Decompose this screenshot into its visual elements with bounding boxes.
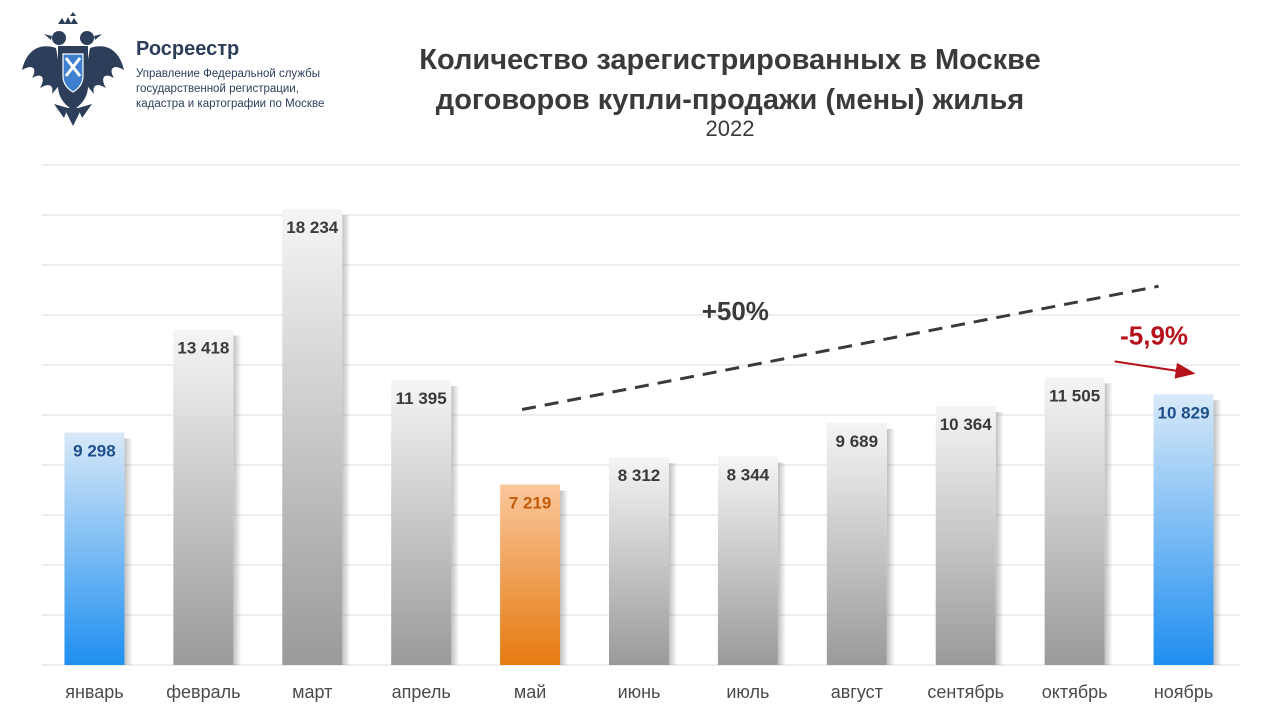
bar-август — [826, 422, 887, 665]
bar-июнь — [609, 457, 669, 665]
bar-shadow — [560, 490, 569, 665]
decline-arrow — [1114, 360, 1196, 379]
trend-dashed-line — [521, 284, 1159, 411]
category-label: май — [514, 682, 546, 702]
bar-сентябрь — [935, 405, 996, 665]
category-label: июль — [726, 682, 769, 702]
decline-label: -5,9% — [1120, 320, 1188, 350]
category-label: сентябрь — [927, 682, 1004, 702]
bar-value-label: 9 689 — [836, 432, 879, 451]
bar-shadow — [995, 411, 1004, 665]
category-label: январь — [65, 682, 123, 702]
eagle-emblem-icon — [22, 12, 124, 126]
chart-title-line: Количество зарегистрированных в Москве — [419, 44, 1041, 76]
brand-subtitle-line: государственной регистрации, — [136, 83, 299, 95]
brand-subtitle-line: кадастра и картографии по Москве — [136, 98, 325, 110]
bar-value-label: 11 395 — [396, 389, 447, 408]
bar-shadow — [124, 438, 133, 665]
bar-value-label: 8 344 — [727, 465, 770, 484]
bar-value-label: 13 418 — [177, 339, 229, 358]
logo-block: Росреестр Управление Федеральной службы … — [18, 12, 358, 132]
brand-subtitle: Управление Федеральной службы государств… — [136, 67, 366, 112]
bar-value-label: 8 312 — [618, 466, 661, 485]
category-label: июнь — [618, 682, 661, 702]
bar-февраль — [173, 329, 234, 665]
bar-март — [282, 209, 343, 665]
bar-value-label: 18 234 — [286, 218, 339, 237]
category-label: апрель — [392, 682, 451, 702]
bar-shadow — [669, 463, 677, 665]
bar-ноябрь — [1153, 394, 1214, 665]
bar-май — [500, 484, 561, 665]
bar-value-label: 11 505 — [1049, 386, 1100, 405]
category-label: март — [292, 682, 332, 702]
bar-value-label: 10 829 — [1158, 403, 1210, 422]
category-label: ноябрь — [1154, 682, 1213, 702]
brand-subtitle-line: Управление Федеральной службы — [136, 68, 320, 80]
category-label: август — [831, 682, 883, 702]
bar-shadow — [342, 215, 351, 665]
bar-октябрь — [1044, 377, 1105, 665]
category-label: февраль — [166, 682, 240, 702]
trend-label: +50% — [702, 296, 769, 326]
chart-title-line: договоров купли-продажи (мены) жилья — [435, 84, 1025, 116]
bar-shadow — [1213, 400, 1222, 665]
bar-shadow — [233, 335, 242, 665]
bar-value-label: 9 298 — [73, 442, 116, 461]
bar-январь — [64, 432, 125, 665]
chart-subtitle: 2022 — [705, 116, 755, 141]
bar-shadow — [777, 462, 786, 665]
bar-value-label: 10 364 — [940, 415, 993, 434]
brand-name: Росреестр — [136, 38, 240, 60]
bar-shadow — [451, 386, 460, 665]
chart-title: Количество зарегистрированных в Москве д… — [360, 40, 1100, 120]
bar-value-label: 7 219 — [509, 494, 552, 513]
bar-апрель — [391, 380, 452, 665]
bar-shadow — [886, 428, 895, 665]
category-label: октябрь — [1042, 682, 1108, 702]
bar-shadow — [1104, 383, 1113, 665]
bar-июль — [717, 456, 778, 665]
